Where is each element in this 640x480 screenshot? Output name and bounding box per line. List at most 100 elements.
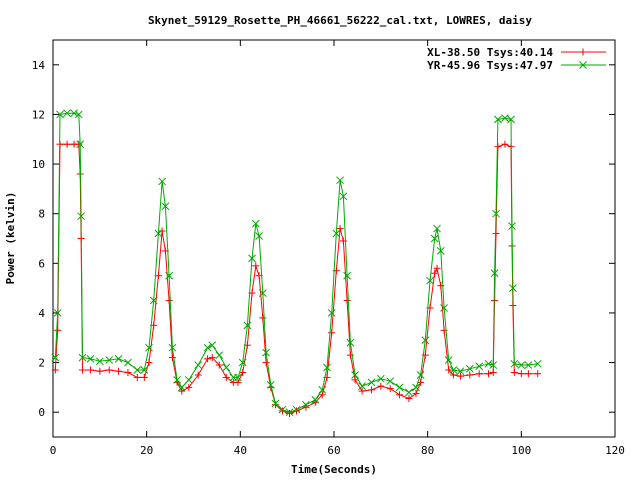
data-point [286,409,294,417]
data-point [426,276,434,285]
data-point [494,115,502,124]
data-point [449,366,458,374]
data-point [431,269,439,277]
chart-title: Skynet_59129_Rosette_PH_46661_56222_cal.… [148,14,532,27]
data-point [323,363,331,372]
data-point [377,382,385,390]
data-point [105,366,113,374]
x-tick-label: 120 [605,444,625,457]
data-point [332,229,341,238]
data-point [412,390,420,398]
data-point [405,395,413,403]
y-tick-label: 10 [32,158,45,171]
data-point [158,177,166,186]
data-point [336,225,344,233]
data-point [51,366,59,374]
data-point [436,247,445,255]
data-point [168,354,176,362]
data-point [178,387,186,395]
data-point [203,343,212,352]
data-point [510,368,518,376]
data-point [396,391,404,399]
data-point [53,309,62,317]
data-point [358,387,366,395]
data-point [475,370,483,378]
data-point [266,381,275,389]
data-point [95,357,104,366]
x-tick-label: 100 [511,444,531,457]
data-point [168,343,177,352]
y-tick-label: 6 [38,257,45,270]
data-point [140,366,149,374]
data-point [133,366,142,374]
data-point [124,368,132,376]
data-point [367,386,375,394]
data-point [234,378,242,386]
x-tick-label: 60 [327,444,340,457]
data-point [386,385,394,393]
data-point [208,354,216,362]
data-point [145,343,153,352]
data-point [534,370,542,378]
data-point [124,358,132,367]
data-point [262,359,270,367]
data-point [255,232,263,240]
data-point [258,289,267,297]
data-point [311,395,320,404]
data-point [507,115,515,124]
data-point [430,234,439,243]
data-point [74,110,83,119]
data-point [161,202,170,211]
data-point [509,284,517,292]
data-point [208,341,217,350]
data-point [63,109,71,118]
data-point [336,176,344,185]
series-1 [51,140,542,417]
data-point [376,374,385,383]
data-point [517,370,525,378]
data-point [177,383,186,392]
data-point [508,222,516,230]
data-point [77,212,85,221]
data-point [278,405,287,414]
data-point [346,338,355,347]
data-point [327,309,336,317]
data-point [251,219,260,228]
data-point [149,296,158,305]
data-point [63,140,71,148]
data-point [292,405,301,414]
y-axis: 0 2 4 6 8 10 12 14 [32,59,615,419]
data-point [475,362,484,371]
data-point [444,356,453,364]
data-point [405,388,413,397]
data-point [524,370,532,378]
data-point [140,373,148,381]
legend-label: YR-45.96 Tsys:47.97 [427,59,553,72]
data-point [234,373,242,382]
series-2 [51,109,542,417]
data-point [222,373,230,381]
data-point [484,359,493,368]
y-axis-label: Power (kelvin) [4,192,17,285]
data-point [238,358,247,367]
data-point [351,376,359,384]
data-point [86,354,95,363]
data-point [165,271,174,280]
data-point [56,110,64,119]
data-point [184,376,193,384]
data-point [115,367,123,375]
data-point [145,359,153,367]
series-line [54,112,538,413]
legend-marker [579,48,587,56]
data-point [492,209,500,218]
data-point [343,297,351,305]
data-point [440,304,448,312]
data-point [351,371,359,379]
data-point [154,272,162,280]
x-tick-label: 0 [50,444,57,457]
data-point [517,361,526,369]
y-tick-label: 4 [38,307,45,320]
data-point [204,355,212,363]
data-point [194,371,202,379]
